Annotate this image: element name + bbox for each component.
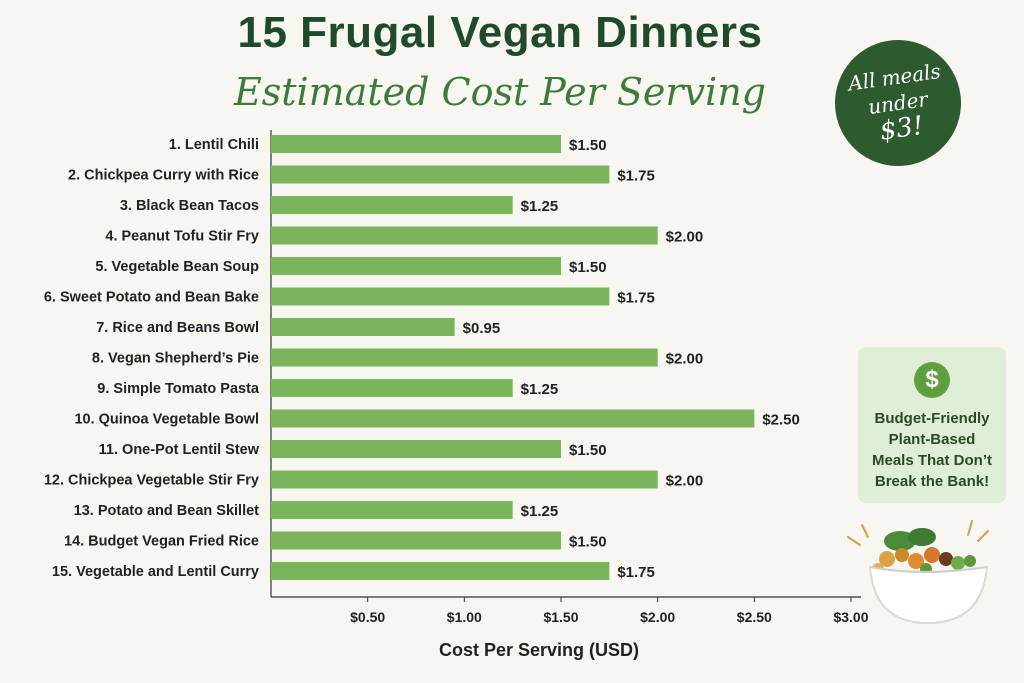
category-label: 12. Chickpea Vegetable Stir Fry [44,473,259,489]
x-tick-label: $1.50 [543,609,578,625]
x-tick-label: $2.00 [640,609,675,625]
info-card-text: Budget-Friendly Plant-Based Meals That D… [871,410,992,490]
category-label: 7. Rice and Beans Bowl [96,320,259,336]
category-label: 11. One-Pot Lentil Stew [99,442,260,458]
data-label: $2.00 [666,229,704,246]
info-card: $ Budget-Friendly Plant-Based Meals That… [858,347,1006,503]
bar [271,440,561,458]
data-label: $2.00 [666,351,704,368]
data-label: $1.75 [617,290,655,307]
category-label: 14. Budget Vegan Fried Rice [64,534,259,550]
data-label: $1.50 [569,259,607,276]
x-tick-label: $0.50 [350,609,385,625]
data-label: $0.95 [463,320,501,337]
bar [271,348,658,367]
vegetable-bowl-icon [847,520,989,625]
data-label: $1.25 [521,503,559,520]
data-label: $1.50 [569,534,607,551]
category-label: 1. Lentil Chili [169,137,259,153]
category-label: 5. Vegetable Bean Soup [95,259,259,275]
bar [271,409,755,428]
category-label: 10. Quinoa Vegetable Bowl [74,412,259,428]
bar [271,531,561,550]
category-label: 8. Vegan Shepherd’s Pie [92,351,259,367]
x-tick-label: $3.00 [833,609,868,625]
data-label: $1.75 [617,564,655,581]
chart-subtitle: Estimated Cost Per Serving [233,70,767,114]
data-label: $1.25 [521,198,559,215]
bar [271,165,610,184]
x-axis-title: Cost Per Serving (USD) [439,640,639,660]
category-label: 3. Black Bean Tacos [120,198,259,214]
category-label: 6. Sweet Potato and Bean Bake [44,290,259,306]
x-tick-label: $2.50 [737,609,772,625]
data-label: $2.00 [666,473,704,490]
bar [271,287,610,306]
data-label: $1.25 [521,381,559,398]
bar [271,318,455,336]
data-label: $1.75 [617,168,655,185]
category-label: 2. Chickpea Curry with Rice [68,168,259,184]
bar [271,257,561,275]
bar [271,135,561,153]
data-label: $1.50 [569,442,607,459]
dollar-icon: $ [914,362,950,398]
bar [271,196,513,214]
chart-title: 15 Frugal Vegan Dinners [237,8,763,57]
bar [271,226,658,245]
category-label: 4. Peanut Tofu Stir Fry [105,229,259,245]
bar [271,379,513,397]
bar [271,501,513,519]
category-label: 9. Simple Tomato Pasta [97,381,260,397]
x-tick-label: $1.00 [447,609,482,625]
bar [271,470,658,489]
category-label: 13. Potato and Bean Skillet [74,503,259,519]
data-label: $1.50 [569,137,607,154]
data-label: $2.50 [762,412,800,429]
category-label: 15. Vegetable and Lentil Curry [52,564,259,580]
bar [271,562,610,580]
